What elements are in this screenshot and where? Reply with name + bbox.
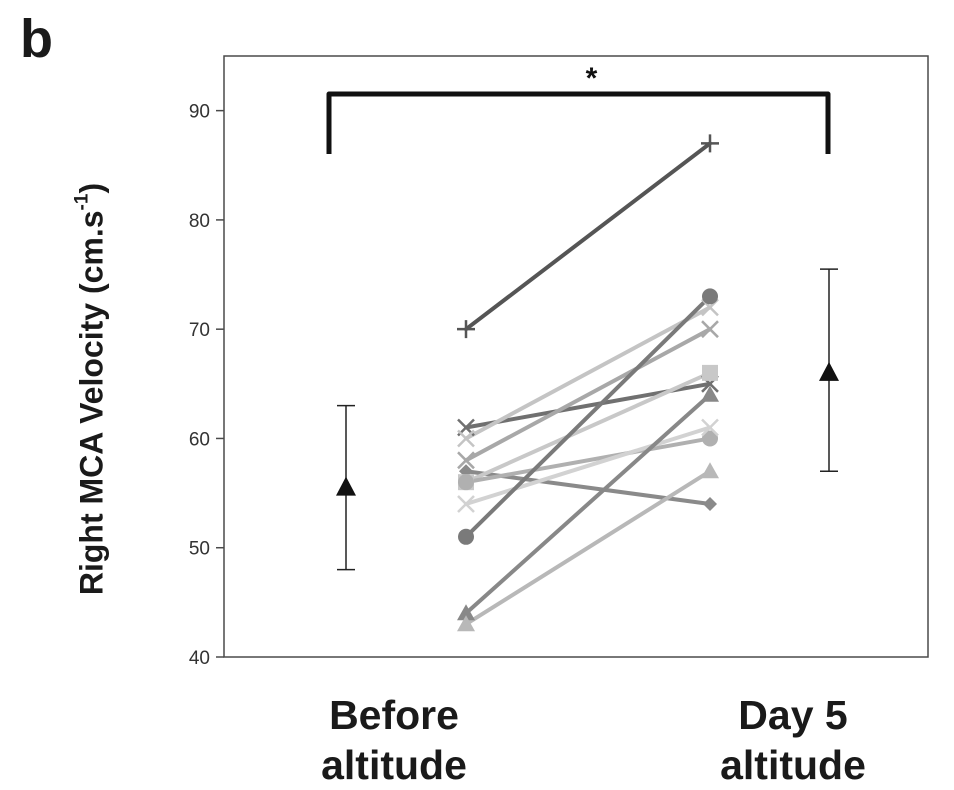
individual-line <box>464 327 712 463</box>
significance-star: * <box>586 62 598 95</box>
x-category-line1: Before <box>329 692 459 738</box>
circle-marker <box>458 474 474 491</box>
triangle-marker <box>701 462 719 479</box>
individual-line <box>464 305 712 441</box>
plot-frame <box>223 55 929 658</box>
y-tick-label: 40 <box>189 648 210 669</box>
y-tick-label: 70 <box>189 320 210 341</box>
mean-triangle-marker <box>336 476 356 496</box>
individual-lines <box>464 141 712 627</box>
individual-markers <box>457 134 719 632</box>
x-marker <box>457 429 475 448</box>
x-category-line1: Day 5 <box>738 692 848 738</box>
plus-marker <box>701 134 719 153</box>
y-tick-label: 80 <box>189 211 210 232</box>
significance-bracket: * <box>326 62 831 154</box>
y-axis: 40 50 60 70 80 90 <box>189 102 224 669</box>
x-category-before-altitude: Before altitude <box>264 690 524 790</box>
diamond-marker <box>703 497 717 512</box>
individual-line <box>464 370 712 485</box>
y-tick-label: 90 <box>189 102 210 123</box>
x-marker <box>701 418 719 437</box>
triangle-marker <box>457 615 475 632</box>
x-marker <box>701 320 719 339</box>
y-tick-label: 60 <box>189 429 210 450</box>
triangle-marker <box>457 604 475 621</box>
x-marker <box>457 495 475 513</box>
triangle-marker <box>701 385 719 402</box>
y-tick-label: 50 <box>189 539 210 560</box>
individual-line <box>464 392 712 616</box>
individual-line <box>464 469 712 627</box>
mean-triangle-marker <box>819 361 839 381</box>
individual-line <box>464 141 712 332</box>
circle-marker <box>702 430 718 447</box>
x-category-line2: altitude <box>720 742 866 788</box>
circle-marker <box>702 288 718 305</box>
significance-bracket-line <box>326 91 831 154</box>
group-means <box>336 268 839 571</box>
individual-line <box>464 425 712 507</box>
plus-marker <box>457 320 475 339</box>
panel-label: b <box>20 9 53 69</box>
x-category-line2: altitude <box>321 742 467 788</box>
square-marker <box>702 364 718 381</box>
individual-line <box>464 436 712 485</box>
individual-line <box>464 294 712 539</box>
x-marker <box>457 451 475 470</box>
circle-marker <box>458 528 474 545</box>
x-category-day5-altitude: Day 5 altitude <box>663 690 923 790</box>
